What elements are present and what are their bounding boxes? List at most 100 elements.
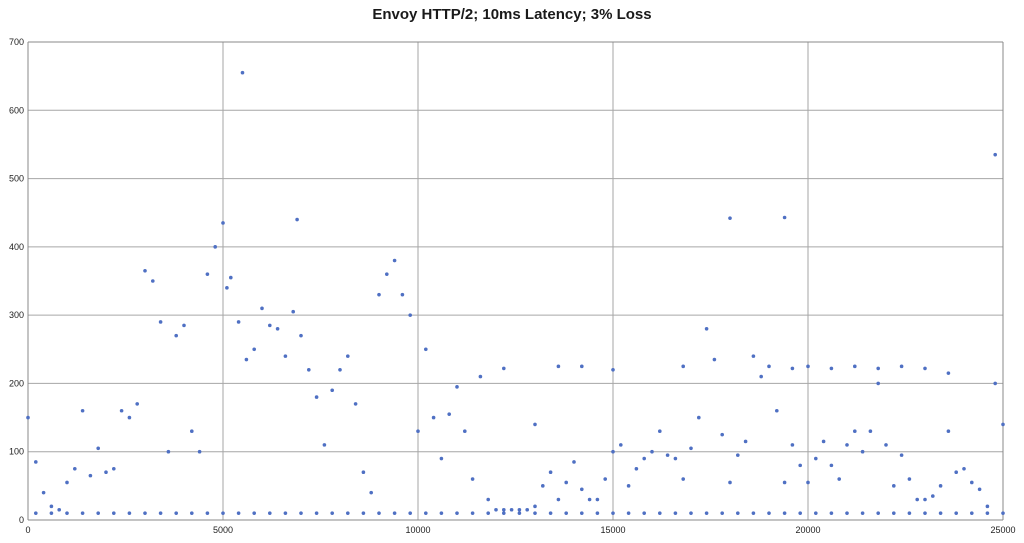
data-point <box>572 460 576 464</box>
data-point <box>143 268 147 273</box>
data-point <box>392 258 397 263</box>
y-tick-label: 100 <box>9 447 24 457</box>
data-point <box>291 309 296 314</box>
data-point <box>49 504 54 509</box>
data-point <box>299 511 303 515</box>
data-point <box>502 366 506 371</box>
series-0 <box>26 221 1005 512</box>
data-point <box>190 511 194 515</box>
data-point <box>205 511 210 515</box>
data-point <box>236 320 241 324</box>
data-point <box>611 367 615 372</box>
data-point <box>408 313 413 317</box>
data-point <box>658 429 662 434</box>
data-point <box>338 367 342 372</box>
data-point <box>400 292 405 297</box>
data-point <box>728 480 732 485</box>
data-point <box>673 511 678 515</box>
data-point <box>580 487 584 492</box>
data-point <box>814 511 818 515</box>
tick-labels: 0 100 200 300 400 500 600 700 0 5000 10000 15000 200… <box>9 37 1016 535</box>
data-point <box>548 511 553 515</box>
data-point <box>970 480 974 485</box>
data-point <box>307 367 311 372</box>
data-point <box>743 439 748 444</box>
y-tick-label: 200 <box>9 378 24 388</box>
data-point <box>790 443 795 447</box>
data-point <box>782 480 787 485</box>
data-point <box>158 511 163 515</box>
data-point <box>704 511 709 515</box>
data-point <box>626 484 631 488</box>
data-point <box>923 511 927 515</box>
data-point <box>470 511 475 515</box>
data-point <box>361 511 366 515</box>
data-point <box>252 511 256 515</box>
data-point <box>205 272 210 276</box>
chart-title: Envoy HTTP/2; 10ms Latency; 3% Loss <box>372 6 652 23</box>
data-points <box>26 70 1005 515</box>
data-point <box>899 453 904 457</box>
data-point <box>907 511 912 515</box>
data-point <box>455 511 459 515</box>
data-point <box>119 408 124 413</box>
data-point <box>977 487 982 492</box>
data-point <box>112 511 116 515</box>
data-point <box>330 388 335 393</box>
data-point <box>751 511 756 515</box>
data-point <box>603 477 607 481</box>
data-point <box>673 456 678 461</box>
data-point <box>946 429 951 434</box>
data-point <box>502 511 506 515</box>
data-point <box>509 507 514 512</box>
data-point <box>463 429 467 434</box>
data-point <box>595 497 600 502</box>
data-point <box>907 477 912 481</box>
data-point <box>970 511 974 515</box>
y-tick-label: 500 <box>9 174 24 184</box>
data-point <box>392 511 397 515</box>
x-tick-label: 20000 <box>795 525 820 535</box>
data-point <box>502 507 506 512</box>
grid-lines <box>27 41 1004 521</box>
data-point <box>962 466 966 471</box>
data-point <box>112 466 116 471</box>
data-point <box>938 511 943 515</box>
data-point <box>954 470 958 475</box>
data-point <box>564 480 568 485</box>
data-point <box>73 466 77 471</box>
data-point <box>884 443 888 447</box>
data-point <box>860 511 865 515</box>
data-point <box>946 371 951 375</box>
data-point <box>775 408 779 413</box>
data-point <box>197 449 202 454</box>
data-point <box>127 415 132 420</box>
data-point <box>486 511 491 515</box>
data-point <box>346 354 350 358</box>
data-point <box>525 507 529 512</box>
data-point <box>587 497 592 502</box>
data-point <box>892 484 896 488</box>
data-point <box>829 511 834 515</box>
data-point <box>174 511 178 515</box>
data-point <box>41 490 46 495</box>
data-point <box>260 306 264 311</box>
y-tick-label: 300 <box>9 310 24 320</box>
data-point <box>283 511 288 515</box>
data-point <box>96 446 100 451</box>
x-tick-label: 15000 <box>600 525 625 535</box>
data-point <box>26 415 30 420</box>
data-point <box>174 333 178 338</box>
data-point <box>650 449 654 454</box>
data-point <box>431 415 436 420</box>
data-point <box>190 429 194 434</box>
data-point <box>689 446 693 451</box>
data-point <box>806 480 810 485</box>
data-point <box>244 357 249 362</box>
data-point <box>611 511 615 515</box>
data-point <box>665 453 670 457</box>
data-point <box>985 511 990 515</box>
data-point <box>712 357 717 362</box>
data-point <box>899 364 904 369</box>
data-point <box>782 215 787 220</box>
